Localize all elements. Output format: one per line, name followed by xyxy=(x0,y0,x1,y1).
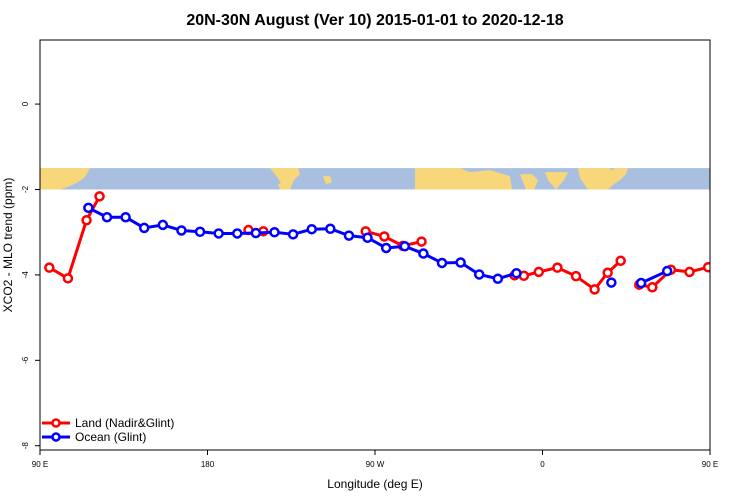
data-point xyxy=(138,222,150,234)
map-land-9 xyxy=(278,182,288,190)
map-land-5 xyxy=(520,174,538,190)
x-tick: 90 W xyxy=(366,450,385,469)
y-tick: -4 xyxy=(21,271,40,279)
data-point xyxy=(416,236,427,247)
data-point xyxy=(176,225,187,236)
x-tick-label: 90 W xyxy=(366,460,385,469)
legend-marker-land xyxy=(51,418,61,428)
map-land-6 xyxy=(545,172,568,190)
y-tick: 0 xyxy=(21,101,40,106)
series-line xyxy=(87,206,517,281)
y-axis: 0 -2 -4 -6 -8 xyxy=(21,101,40,449)
data-point xyxy=(436,257,448,269)
data-point xyxy=(94,191,105,202)
data-point xyxy=(44,262,55,273)
x-tick-label: 90 E xyxy=(702,460,718,469)
legend: Land (Nadir&Glint) Ocean (Glint) xyxy=(42,416,174,444)
y-tick-label: -6 xyxy=(21,356,30,364)
data-point xyxy=(194,226,206,238)
data-point xyxy=(62,273,74,284)
data-point xyxy=(635,277,647,289)
x-tick: 0 xyxy=(540,450,545,469)
y-tick-label: 0 xyxy=(21,101,30,106)
y-axis-label: XCO2 - MLO trend (ppm) xyxy=(1,178,15,313)
x-tick-label: 180 xyxy=(201,460,215,469)
data-point xyxy=(606,277,617,288)
map-ocean xyxy=(40,168,710,190)
data-point xyxy=(743,203,750,211)
map-land-4 xyxy=(415,168,512,190)
y-tick-label: -2 xyxy=(21,185,30,193)
legend-item-ocean: Ocean (Glint) xyxy=(42,430,146,444)
world-map-strip xyxy=(40,168,710,190)
y-tick: -8 xyxy=(21,442,40,450)
data-point xyxy=(661,265,673,277)
map-land-3 xyxy=(270,168,300,190)
data-point xyxy=(101,211,113,223)
data-point xyxy=(380,242,392,254)
data-point xyxy=(81,214,92,226)
data-point xyxy=(615,255,626,267)
data-point xyxy=(533,266,545,278)
data-point xyxy=(250,227,262,239)
x-tick: 180 xyxy=(201,450,215,469)
data-point xyxy=(343,230,355,241)
data-point xyxy=(157,219,169,231)
legend-label-ocean: Ocean (Glint) xyxy=(75,430,146,444)
plot-frame xyxy=(39,39,711,451)
data-point xyxy=(379,231,390,242)
data-point xyxy=(120,211,131,223)
data-point xyxy=(325,223,336,235)
data-point xyxy=(232,228,243,239)
series-ocean xyxy=(83,202,750,289)
y-tick: -2 xyxy=(21,185,40,193)
data-point xyxy=(418,248,429,259)
series-line xyxy=(742,196,750,220)
data-point xyxy=(511,267,522,279)
x-tick: 90 E xyxy=(32,450,48,469)
y-tick-label: -4 xyxy=(21,271,30,279)
data-point xyxy=(269,226,280,238)
data-point xyxy=(684,266,695,278)
x-axis-label: Longitude (deg E) xyxy=(327,477,422,491)
data-point xyxy=(570,270,582,282)
data-point xyxy=(723,274,731,282)
data-point xyxy=(213,228,224,239)
data-point xyxy=(552,262,563,273)
chart-title: 20N-30N August (Ver 10) 2015-01-01 to 20… xyxy=(186,12,563,29)
data-point xyxy=(455,257,466,268)
x-tick-label: 90 E xyxy=(32,460,48,469)
data-point xyxy=(83,202,94,214)
data-point xyxy=(589,284,600,295)
data-point xyxy=(492,273,504,284)
x-tick: 90 E xyxy=(702,450,718,469)
legend-marker-ocean xyxy=(51,432,61,442)
data-point xyxy=(602,267,613,279)
data-point xyxy=(738,216,746,224)
x-tick-label: 0 xyxy=(540,460,545,469)
map-land-7 xyxy=(578,168,614,190)
map-land-1 xyxy=(40,168,90,190)
data-point xyxy=(306,223,317,235)
map-land-8 xyxy=(323,176,332,185)
legend-label-land: Land (Nadir&Glint) xyxy=(75,416,174,430)
data-point xyxy=(399,241,411,252)
data-point xyxy=(473,269,485,280)
y-tick: -6 xyxy=(21,356,40,364)
data-point xyxy=(702,261,710,273)
series-land xyxy=(44,191,750,295)
y-tick-label: -8 xyxy=(21,442,30,450)
series-line xyxy=(365,229,422,248)
data-point xyxy=(287,229,299,240)
data-point xyxy=(647,282,658,293)
legend-item-land: Land (Nadir&Glint) xyxy=(42,416,174,430)
data-point xyxy=(362,232,373,243)
series-layer xyxy=(44,191,750,295)
